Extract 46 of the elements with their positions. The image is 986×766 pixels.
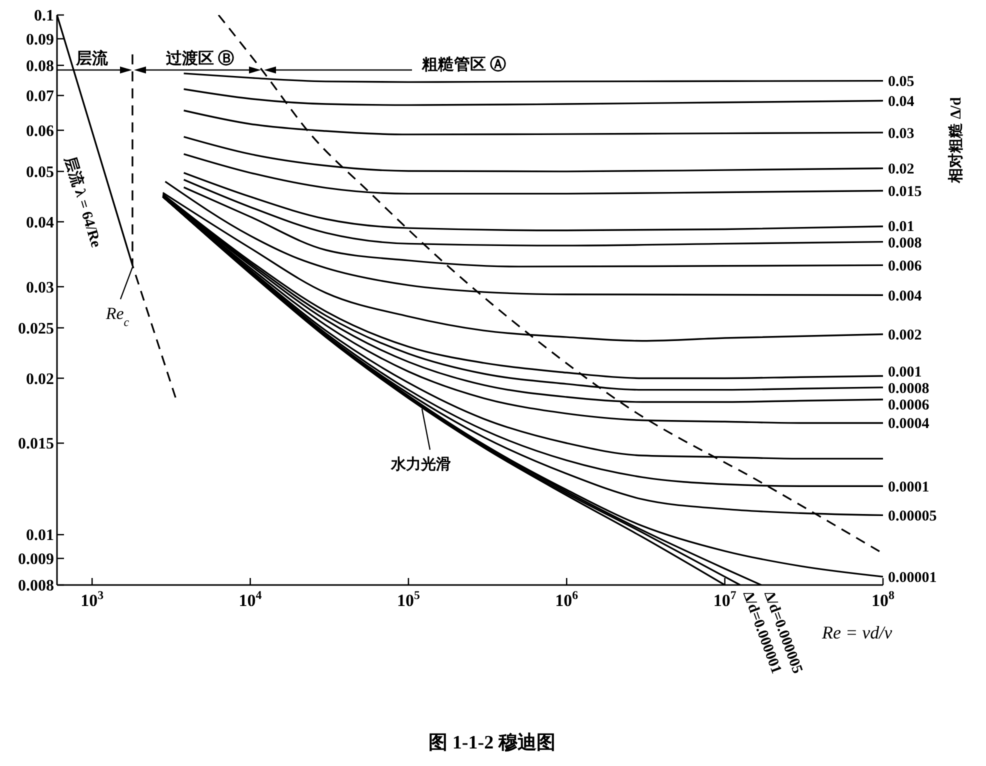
y-tick-label: 0.025 xyxy=(18,320,54,338)
y-tick-label: 0.05 xyxy=(26,164,54,182)
annotation: 水力光滑 xyxy=(390,456,451,474)
y-tick-label: 0.015 xyxy=(18,436,54,453)
series-label: 0.004 xyxy=(888,288,922,304)
series-label: 0.0006 xyxy=(888,397,930,414)
y-tick-label: 0.09 xyxy=(26,31,54,48)
x-tick-label: 10$^{6}$ xyxy=(555,588,578,610)
x-tick-label: 10$^{5}$ xyxy=(396,588,420,610)
y-tick-label: 0.01 xyxy=(26,527,54,544)
series-label: 0.008 xyxy=(888,236,922,252)
text: 相对粗糙 Δ/d xyxy=(947,96,964,184)
y-tick-label: 0.07 xyxy=(26,88,54,106)
x-tick-label: 10$^{8}$ xyxy=(872,588,895,610)
x-axis-title: Re = vd/ν xyxy=(821,622,892,642)
series-label: 0.0001 xyxy=(888,479,930,496)
series-label: 0.001 xyxy=(888,364,922,380)
series-label: 0.002 xyxy=(888,328,922,344)
series-label: 0.00005 xyxy=(888,508,937,524)
series-label: 0.0008 xyxy=(888,380,930,397)
series-label: 0.00001 xyxy=(888,570,937,586)
series-label: 0.01 xyxy=(888,219,914,236)
x-tick-label: 10$^{7}$ xyxy=(713,588,736,610)
annotation: 层流 λ = 64/Re xyxy=(61,153,106,250)
y-tick-label: 0.08 xyxy=(26,58,54,75)
series-label: 0.006 xyxy=(888,258,922,274)
text: 图 1-1-2 穆迪图 xyxy=(428,732,556,754)
annotation: 层流 xyxy=(75,48,109,68)
series-label: 0.0004 xyxy=(888,416,930,432)
series-label: 0.015 xyxy=(888,184,922,200)
series-label: 0.04 xyxy=(888,94,915,110)
y-tick-label: 0.04 xyxy=(26,214,54,232)
annotation: Re$_{c}$ xyxy=(104,304,130,330)
annotation: 过渡区 Ⓑ xyxy=(165,50,234,68)
x-tick-label: 10$^{4}$ xyxy=(238,588,262,610)
y-tick-label: 0.06 xyxy=(26,122,54,140)
y-tick-label: 0.009 xyxy=(18,551,54,568)
y-tick-label: 0.1 xyxy=(34,8,54,25)
x-tick-label: 10$^{3}$ xyxy=(80,588,104,610)
series-label: 0.02 xyxy=(888,162,914,178)
series-label: 0.03 xyxy=(888,126,914,142)
y-tick-label: 0.03 xyxy=(26,279,54,296)
series-label: 0.05 xyxy=(888,74,914,90)
annotation: 粗糙管区 Ⓐ xyxy=(421,56,506,74)
y-tick-label: 0.008 xyxy=(18,578,54,595)
y-tick-label: 0.02 xyxy=(26,370,54,388)
